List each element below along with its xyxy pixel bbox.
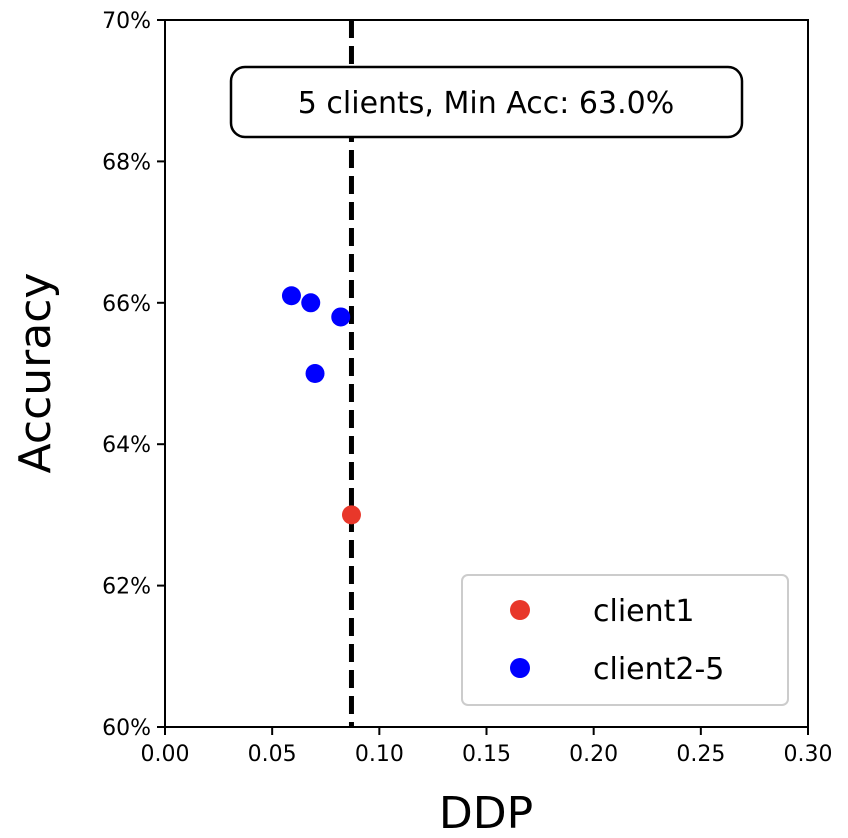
data-point-client2-5-1 (301, 293, 321, 313)
y-tick-label: 68% (102, 150, 151, 175)
legend-marker-client1 (510, 600, 530, 620)
y-tick-label: 64% (102, 433, 151, 458)
y-tick-label: 66% (102, 292, 151, 317)
legend: client1 client2-5 (461, 574, 789, 706)
y-tick-label: 62% (102, 575, 151, 600)
x-tick-label: 0.00 (141, 742, 190, 767)
x-tick-label: 0.05 (248, 742, 297, 767)
x-tick-label: 0.20 (569, 742, 618, 767)
legend-frame (461, 574, 789, 706)
x-tick-label: 0.30 (784, 742, 833, 767)
y-tick-label: 60% (102, 716, 151, 741)
data-point-client1-0 (341, 505, 361, 525)
data-point-client2-5-2 (331, 307, 351, 327)
annotation-box: 5 clients, Min Acc: 63.0% (229, 65, 744, 139)
data-point-client2-5-3 (305, 364, 325, 383)
legend-marker-client2-5 (510, 658, 530, 678)
legend-label-client2-5: client2-5 (593, 652, 724, 687)
y-tick-label: 70% (102, 9, 151, 34)
data-point-client2-5-0 (281, 286, 301, 306)
x-axis-label: DDP (439, 788, 533, 838)
x-tick-label: 0.10 (355, 742, 404, 767)
annotation-text: 5 clients, Min Acc: 63.0% (298, 86, 674, 121)
y-axis-label: Accuracy (10, 273, 61, 474)
axis-ticks: 0.00 0.05 0.10 0.15 0.20 0.25 0.30 60% 62% 64% 66%… (102, 9, 832, 767)
x-tick-label: 0.15 (462, 742, 511, 767)
x-tick-label: 0.25 (676, 742, 725, 767)
legend-label-client1: client1 (593, 594, 694, 629)
annotation-frame (229, 65, 744, 139)
